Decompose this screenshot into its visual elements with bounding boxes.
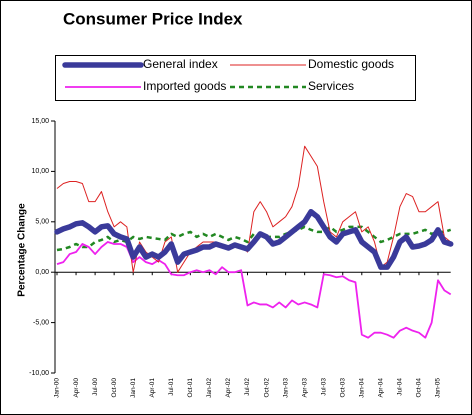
legend-label: Services: [308, 79, 354, 93]
x-tick-label: Jul-01: [168, 378, 175, 396]
x-tick-label: Apr-02: [225, 378, 232, 398]
y-tick-label: 15,00: [31, 118, 49, 125]
x-tick-label: Apr-04: [378, 378, 385, 398]
x-tick-label: Oct-00: [111, 378, 118, 398]
y-axis-label: Percentage Change: [17, 203, 28, 297]
legend-label: Imported goods: [143, 79, 226, 93]
legend-label: Domestic goods: [308, 57, 394, 71]
series-line: [54, 208, 454, 270]
series-line: [56, 145, 452, 273]
x-tick-label: Jan-05: [435, 378, 442, 398]
legend-label: General index: [143, 57, 218, 71]
x-tick-label: Jul-02: [244, 378, 251, 396]
x-tick-label: Jul-00: [92, 378, 99, 396]
x-tick-label: Oct-04: [416, 378, 423, 398]
x-tick-label: Apr-01: [149, 378, 156, 398]
y-tick-label: -10,00: [29, 370, 49, 377]
x-tick-label: Jul-03: [320, 378, 327, 396]
chart-title: Consumer Price Index: [63, 9, 243, 28]
x-tick-label: Jan-03: [282, 378, 289, 398]
x-tick-label: Jan-00: [54, 378, 61, 398]
x-tick-label: Jan-02: [206, 378, 213, 398]
series-line: [56, 241, 452, 339]
y-tick-label: 5,00: [35, 219, 49, 226]
series-line: [56, 225, 452, 252]
y-tick-label: 0,00: [35, 269, 49, 276]
x-tick-label: Oct-02: [263, 378, 270, 398]
y-tick-label: -5,00: [33, 319, 49, 326]
x-tick-label: Oct-03: [339, 378, 346, 398]
x-tick-label: Oct-01: [187, 378, 194, 398]
x-tick-label: Apr-00: [73, 378, 80, 398]
x-tick-label: Apr-03: [301, 378, 308, 398]
x-tick-label: Jan-01: [130, 378, 137, 398]
y-tick-label: 10,00: [31, 168, 49, 175]
x-tick-label: Jan-04: [359, 378, 366, 398]
x-tick-label: Jul-04: [397, 378, 404, 396]
